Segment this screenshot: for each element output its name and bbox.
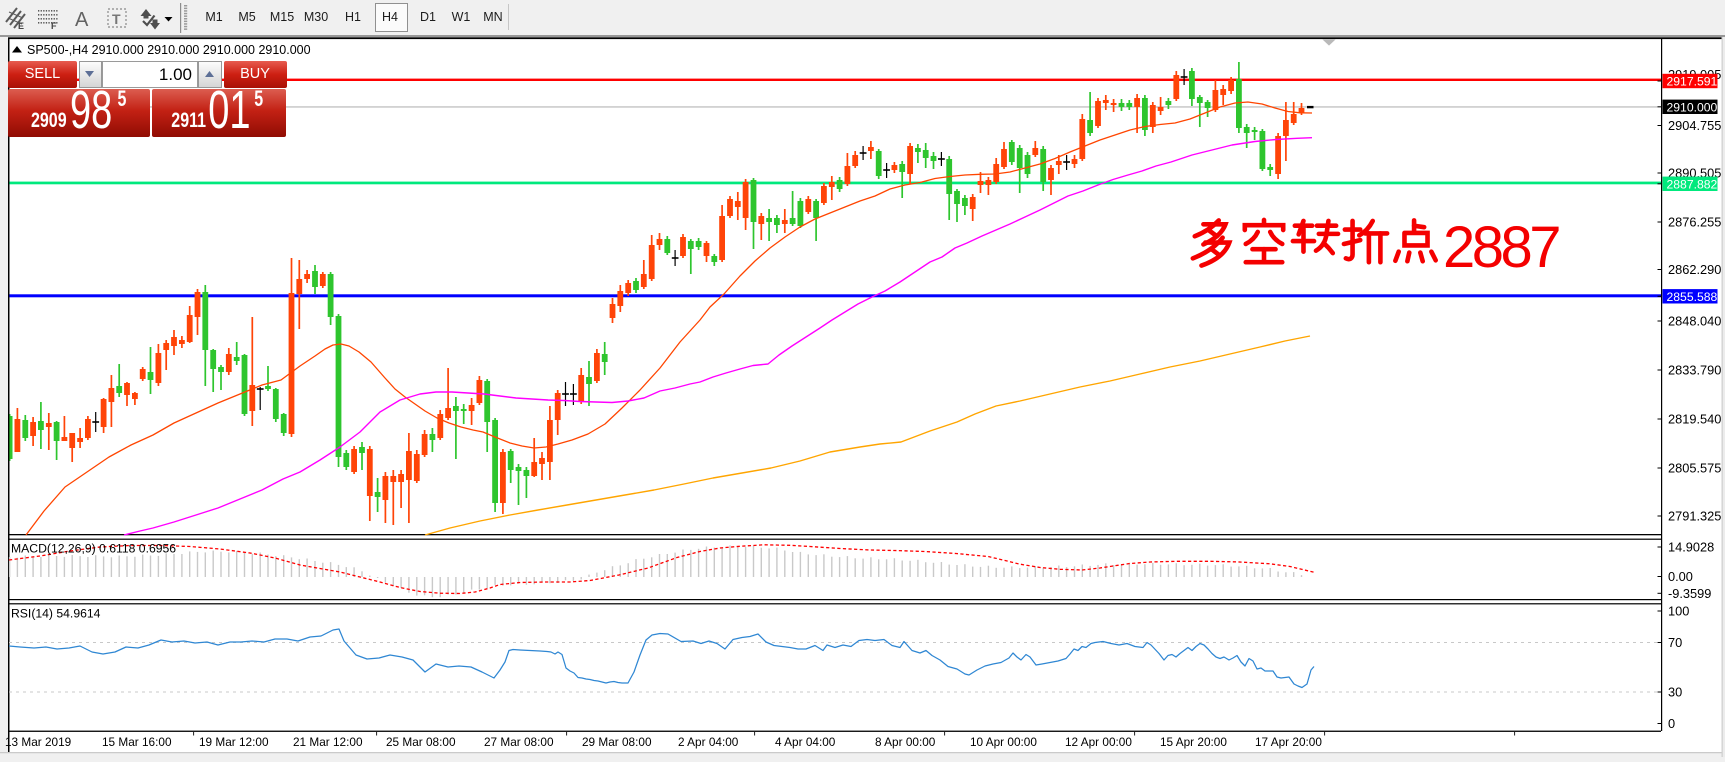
svg-text:-9.3599: -9.3599 xyxy=(1668,586,1711,601)
svg-text:25 Mar 08:00: 25 Mar 08:00 xyxy=(386,735,456,749)
svg-text:100: 100 xyxy=(1668,604,1689,619)
svg-text:30: 30 xyxy=(1668,685,1682,700)
svg-text:21 Mar 12:00: 21 Mar 12:00 xyxy=(293,735,363,749)
svg-text:T: T xyxy=(112,11,121,27)
svg-text:2876.255: 2876.255 xyxy=(1668,215,1721,230)
svg-text:2887: 2887 xyxy=(1443,215,1559,280)
svg-text:A: A xyxy=(75,9,89,31)
svg-text:2805.575: 2805.575 xyxy=(1668,461,1721,476)
svg-text:2855.588: 2855.588 xyxy=(1667,290,1718,304)
svg-text:F: F xyxy=(51,21,57,31)
svg-text:10 Apr 00:00: 10 Apr 00:00 xyxy=(970,735,1037,749)
svg-text:E: E xyxy=(18,21,24,31)
svg-text:2 Apr 04:00: 2 Apr 04:00 xyxy=(678,735,739,749)
svg-text:15 Apr 20:00: 15 Apr 20:00 xyxy=(1160,735,1227,749)
svg-text:13 Mar 2019: 13 Mar 2019 xyxy=(5,735,71,749)
svg-text:0: 0 xyxy=(1668,716,1675,731)
svg-text:0.00: 0.00 xyxy=(1668,569,1693,584)
svg-text:27 Mar 08:00: 27 Mar 08:00 xyxy=(484,735,554,749)
svg-text:15 Mar 16:00: 15 Mar 16:00 xyxy=(102,735,172,749)
svg-text:2862.290: 2862.290 xyxy=(1668,262,1721,277)
svg-text:14.9028: 14.9028 xyxy=(1668,540,1714,555)
svg-text:MACD(12,26,9) 0.6118 0.6956: MACD(12,26,9) 0.6118 0.6956 xyxy=(11,542,176,556)
svg-text:2819.540: 2819.540 xyxy=(1668,412,1721,427)
svg-text:4 Apr 04:00: 4 Apr 04:00 xyxy=(775,735,836,749)
svg-text:8 Apr 00:00: 8 Apr 00:00 xyxy=(875,735,936,749)
svg-text:RSI(14) 54.9614: RSI(14) 54.9614 xyxy=(11,607,101,621)
svg-text:SP500-,H4 2910.000 2910.000 2: SP500-,H4 2910.000 2910.000 2910.000 291… xyxy=(27,43,311,57)
svg-text:70: 70 xyxy=(1668,635,1682,650)
svg-text:2833.790: 2833.790 xyxy=(1668,363,1721,378)
svg-text:2848.040: 2848.040 xyxy=(1668,314,1721,329)
svg-text:2917.591: 2917.591 xyxy=(1667,75,1718,89)
svg-text:19 Mar 12:00: 19 Mar 12:00 xyxy=(199,735,269,749)
svg-text:2887.882: 2887.882 xyxy=(1667,177,1718,191)
svg-text:2904.755: 2904.755 xyxy=(1668,118,1721,133)
svg-text:29 Mar 08:00: 29 Mar 08:00 xyxy=(582,735,652,749)
svg-text:2791.325: 2791.325 xyxy=(1668,509,1721,524)
svg-text:12 Apr 00:00: 12 Apr 00:00 xyxy=(1065,735,1132,749)
svg-text:2910.000: 2910.000 xyxy=(1667,100,1718,114)
svg-text:17 Apr 20:00: 17 Apr 20:00 xyxy=(1255,735,1322,749)
